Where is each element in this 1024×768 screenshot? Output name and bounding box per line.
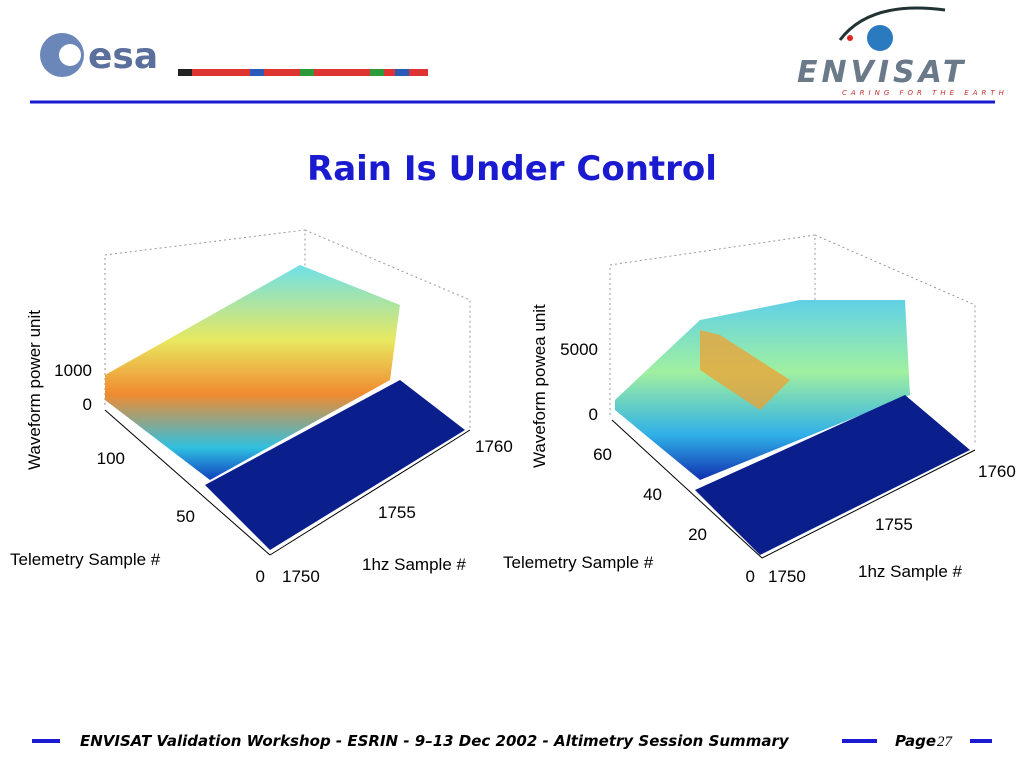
z-label: Waveform powea unit <box>530 304 549 468</box>
z-tick: 0 <box>83 395 92 414</box>
y-tick: 100 <box>97 449 125 468</box>
figure: Waveform powea unit 5000 0 60 40 20 0 Te… <box>503 234 1016 586</box>
footer: ENVISAT Validation Workshop - ESRIN - 9–… <box>32 732 992 750</box>
x-tick: 1760 <box>475 437 513 456</box>
x-tick: 1755 <box>875 515 913 534</box>
y-label: Telemetry Sample # <box>503 553 654 572</box>
x-label: 1hz Sample # <box>362 555 466 574</box>
page-number: 27 <box>937 734 954 750</box>
y-label: Telemetry Sample # <box>10 550 161 569</box>
surface <box>105 265 400 480</box>
tagline: CARING FOR THE EARTH <box>842 89 1008 97</box>
surface-floor <box>695 395 970 555</box>
x-tick: 1750 <box>768 567 806 586</box>
y-tick: 50 <box>176 507 195 526</box>
surface-peak <box>700 330 790 410</box>
y-tick: 0 <box>746 567 755 586</box>
z-tick: 0 <box>589 405 598 424</box>
envisat-logo: ENVISAT CARING FOR THE EARTH <box>797 6 1008 97</box>
z-tick: 5000 <box>560 340 598 359</box>
surface-floor <box>205 380 465 550</box>
logo-text: esa <box>88 36 158 77</box>
esa-logo: esa <box>40 33 158 77</box>
flags <box>178 69 428 76</box>
x-tick: 1760 <box>978 462 1016 481</box>
y-tick: 20 <box>688 525 707 544</box>
z-tick: 1000 <box>54 361 92 380</box>
y-tick: 60 <box>593 445 612 464</box>
y-tick: 0 <box>256 567 265 586</box>
y-tick: 40 <box>643 485 662 504</box>
mission-name: ENVISAT <box>797 55 967 90</box>
figure: Waveform power unit 1000 0 100 50 0 Tele… <box>10 229 513 586</box>
x-tick: 1750 <box>282 567 320 586</box>
slide-title: Rain Is Under Control <box>307 149 717 189</box>
z-label: Waveform power unit <box>25 310 44 470</box>
x-tick: 1755 <box>378 503 416 522</box>
x-label: 1hz Sample # <box>858 562 962 581</box>
page-label: Page <box>895 732 936 750</box>
footer-text: ENVISAT Validation Workshop - ESRIN - 9–… <box>80 732 790 750</box>
